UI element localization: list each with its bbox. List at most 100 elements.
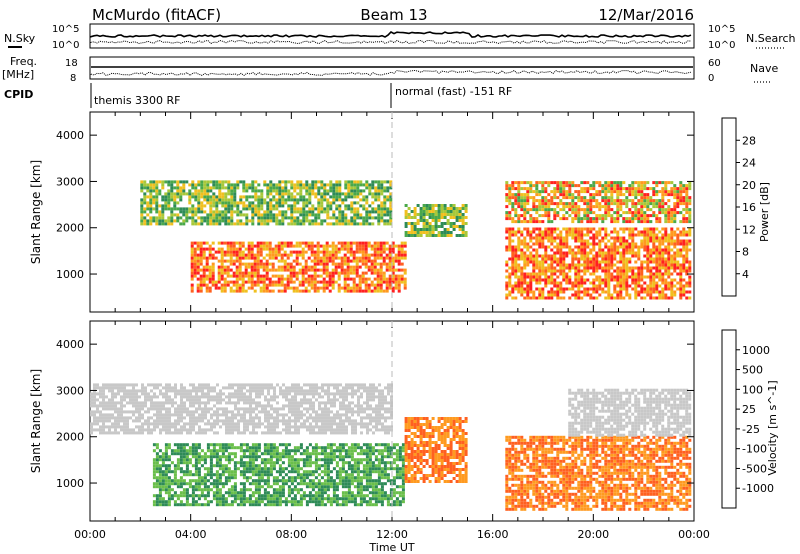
- heat-cell: [413, 213, 417, 216]
- heat-cell: [217, 271, 221, 275]
- heat-cell: [315, 398, 318, 402]
- heat-cell: [388, 265, 392, 269]
- heat-cell: [208, 277, 212, 281]
- heat-cell: [273, 392, 276, 396]
- heat-cell: [285, 404, 288, 408]
- heat-cell: [278, 198, 282, 202]
- heat-cell: [422, 231, 426, 234]
- heat-cell: [589, 211, 593, 215]
- heat-cell: [371, 201, 375, 205]
- heat-cell: [610, 181, 614, 185]
- heat-cell: [550, 181, 554, 185]
- heat-cell: [262, 274, 266, 278]
- heat-cell: [664, 257, 668, 261]
- heat-cell: [535, 184, 539, 188]
- heat-cell: [216, 413, 219, 417]
- heat-cell: [664, 260, 668, 264]
- heat-cell: [206, 219, 210, 223]
- heat-cell: [613, 190, 617, 194]
- heat-cell: [271, 253, 275, 257]
- heat-cell: [186, 389, 189, 393]
- heat-cell: [293, 201, 297, 205]
- heat-cell: [625, 272, 629, 276]
- heat-cell: [324, 401, 327, 405]
- heat-cell: [212, 183, 216, 187]
- heat-cell: [508, 196, 512, 200]
- heat-cell: [370, 259, 374, 263]
- heat-cell: [224, 192, 228, 196]
- heat-cell: [289, 244, 293, 248]
- heat-cell: [505, 184, 509, 188]
- heat-cell: [571, 281, 575, 285]
- heat-cell: [273, 428, 276, 432]
- heat-cell: [604, 263, 608, 267]
- heat-cell: [649, 233, 653, 237]
- heat-cell: [688, 263, 692, 267]
- heat-cell: [254, 192, 258, 196]
- heat-cell: [550, 242, 554, 246]
- heat-cell: [664, 220, 668, 224]
- heat-cell: [226, 241, 230, 245]
- heat-cell: [123, 419, 126, 423]
- heat-cell: [535, 227, 539, 231]
- heat-cell: [111, 413, 114, 417]
- heat-cell: [155, 198, 159, 202]
- heat-cell: [342, 404, 345, 408]
- heat-cell: [613, 296, 617, 300]
- heat-cell: [604, 278, 608, 282]
- heat-cell: [197, 201, 201, 205]
- heat-cell: [138, 428, 141, 432]
- heat-cell: [637, 211, 641, 215]
- heat-cell: [339, 416, 342, 420]
- heat-cell: [313, 265, 317, 269]
- heat-cell: [249, 386, 252, 390]
- heat-cell: [562, 227, 566, 231]
- heat-cell: [143, 195, 147, 199]
- heat-cell: [553, 236, 557, 240]
- heat-cell: [667, 245, 671, 249]
- heat-cell: [670, 208, 674, 212]
- heat-cell: [315, 413, 318, 417]
- heat-cell: [676, 239, 680, 243]
- heat-cell: [676, 196, 680, 200]
- heat-cell: [205, 286, 209, 290]
- heat-cell: [547, 293, 551, 297]
- heat-cell: [273, 419, 276, 423]
- heat-cell: [592, 263, 596, 267]
- heat-cell: [190, 271, 194, 275]
- heat-cell: [218, 201, 222, 205]
- heat-cell: [227, 210, 231, 214]
- heat-cell: [265, 262, 269, 266]
- heat-cell: [373, 250, 377, 254]
- heat-cell: [246, 389, 249, 393]
- heat-cell: [667, 217, 671, 221]
- heat-cell: [446, 231, 450, 234]
- heat-cell: [243, 425, 246, 429]
- heat-cell: [532, 184, 536, 188]
- heat-cell: [314, 180, 318, 184]
- heat-cell: [416, 204, 420, 207]
- heat-cell: [655, 239, 659, 243]
- heat-cell: [296, 192, 300, 196]
- heat-cell: [260, 195, 264, 199]
- heat-cell: [251, 216, 255, 220]
- heat-cell: [170, 222, 174, 226]
- heat-cell: [297, 386, 300, 390]
- heat-cell: [574, 263, 578, 267]
- heat-cell: [299, 189, 303, 193]
- heat-cell: [352, 241, 356, 245]
- heat-cell: [544, 257, 548, 261]
- heat-cell: [190, 283, 194, 287]
- heat-cell: [271, 250, 275, 254]
- heat-cell: [520, 239, 524, 243]
- heat-cell: [523, 281, 527, 285]
- heat-cell: [296, 222, 300, 226]
- heat-cell: [195, 419, 198, 423]
- heat-cell: [90, 404, 93, 408]
- heat-cell: [306, 398, 309, 402]
- heat-cell: [96, 398, 99, 402]
- heat-cell: [565, 230, 569, 234]
- heat-cell: [334, 250, 338, 254]
- heat-cell: [523, 257, 527, 261]
- heat-cell: [452, 216, 456, 219]
